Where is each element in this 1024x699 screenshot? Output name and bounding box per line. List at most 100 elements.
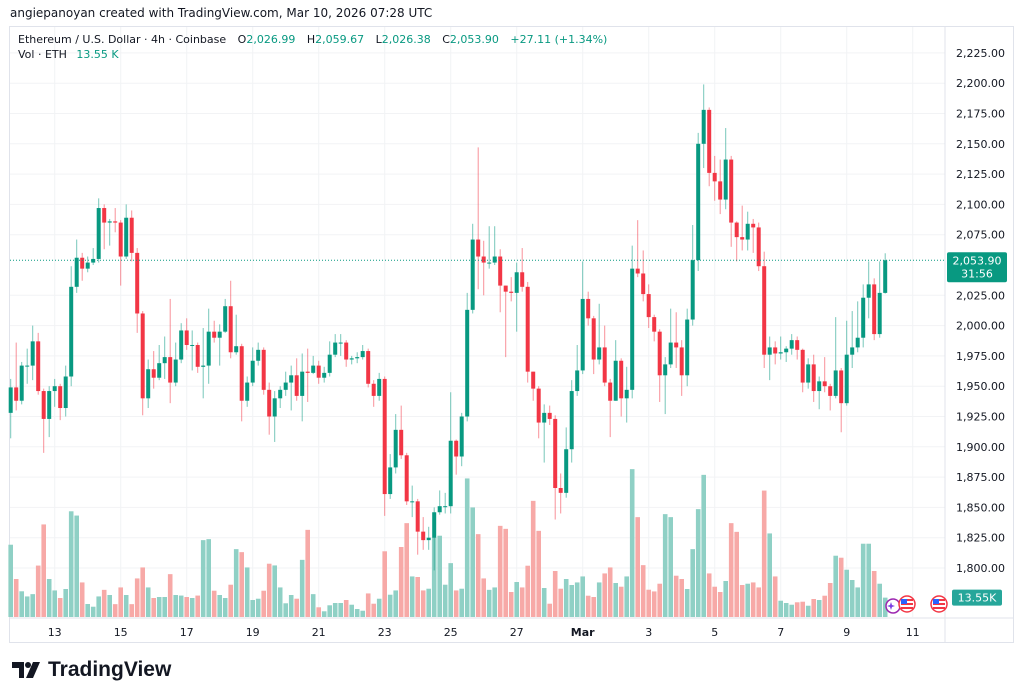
candle-body [844, 354, 849, 404]
candle-body [459, 416, 464, 457]
candle-body [861, 297, 866, 338]
candle-body [503, 285, 508, 292]
legend-symbol[interactable]: Ethereum / U.S. Dollar · 4h · Coinbase [18, 33, 227, 46]
volume-bar [684, 589, 690, 617]
candle [47, 386, 52, 438]
volume-bar [250, 600, 255, 617]
tradingview-logo[interactable]: TradingView [12, 658, 171, 682]
volume-bar [162, 597, 167, 617]
volume-bar [833, 555, 838, 617]
candle [85, 256, 90, 273]
candle [305, 348, 310, 402]
time-tick-label: 3 [645, 626, 652, 639]
candles [8, 84, 888, 571]
candle [168, 298, 173, 404]
candle [377, 372, 382, 401]
candle [8, 378, 13, 439]
candle-body [404, 455, 409, 502]
candle [393, 414, 398, 474]
candle [157, 344, 162, 381]
candle [311, 355, 316, 375]
volume-bar [184, 597, 189, 617]
candle [300, 353, 305, 422]
volume-bar [255, 598, 261, 617]
candle [558, 473, 563, 514]
candle [415, 498, 420, 555]
candle [459, 412, 464, 467]
candle [520, 248, 525, 292]
volume-bar [497, 525, 503, 617]
candle [30, 325, 35, 381]
candle [674, 312, 679, 369]
volume-bar [349, 604, 354, 617]
volume-bar [470, 507, 475, 617]
volume-bar [827, 583, 833, 617]
volume-bar [596, 582, 602, 617]
candle [129, 210, 134, 262]
candle-body [168, 357, 173, 383]
candle [366, 348, 371, 388]
volume-bar [266, 563, 272, 617]
volume-bar [679, 579, 684, 617]
candle [91, 248, 96, 265]
time-tick-label: 19 [246, 626, 260, 639]
candle-body [316, 365, 321, 378]
candle [514, 262, 519, 332]
candle [751, 218, 756, 253]
volume-bar [734, 531, 739, 617]
candle-body [58, 386, 63, 409]
candle-body [712, 172, 717, 182]
volume-bar [602, 573, 607, 617]
candle [283, 371, 288, 396]
volume-bar [503, 528, 508, 617]
us-flag-event-icon[interactable] [930, 595, 948, 613]
candle [707, 107, 712, 187]
candle [443, 492, 448, 514]
candle [344, 340, 349, 367]
price-tick-label: 2,125.00 [956, 168, 1005, 181]
candle-body [646, 294, 651, 318]
legend-volume-label[interactable]: Vol · ETH [18, 48, 67, 61]
time-tick-label: 21 [312, 626, 326, 639]
candle-body [256, 349, 261, 361]
us-flag-event-icon[interactable] [898, 595, 916, 613]
candle-body [113, 221, 118, 223]
candle-body [261, 349, 266, 390]
candle [525, 281, 530, 383]
candle-body [14, 387, 19, 401]
volume-bar [338, 603, 343, 617]
candle [740, 205, 745, 251]
economic-events[interactable] [885, 595, 948, 614]
candle-body [8, 387, 13, 413]
candle-body [322, 372, 327, 378]
legend-open-label: O [237, 33, 247, 46]
candle [256, 342, 261, 366]
candle-body [778, 352, 783, 354]
volume-bar [745, 583, 750, 617]
candle [635, 220, 640, 278]
candle [355, 352, 360, 364]
price-tick-label: 1,925.00 [956, 411, 1005, 424]
candle [74, 239, 79, 293]
volume-bar [442, 584, 448, 617]
candle [322, 366, 327, 383]
candle-body [767, 347, 772, 355]
time-tick-label: 15 [114, 626, 128, 639]
candle-body [745, 223, 750, 240]
tradingview-logo-text: TradingView [48, 658, 172, 681]
candle [800, 348, 805, 393]
volume-bar [712, 586, 717, 617]
sparkle-event-icon[interactable] [885, 598, 901, 614]
candle-body [520, 272, 525, 287]
candle [828, 383, 833, 411]
candle [580, 261, 585, 375]
volume-bar [882, 597, 888, 617]
volume-bar [206, 539, 211, 617]
candle-body [635, 268, 640, 274]
candle-body [668, 342, 673, 365]
candle [509, 277, 514, 302]
volume-bar [68, 511, 74, 617]
candle-body [641, 273, 646, 295]
candle [454, 439, 459, 475]
